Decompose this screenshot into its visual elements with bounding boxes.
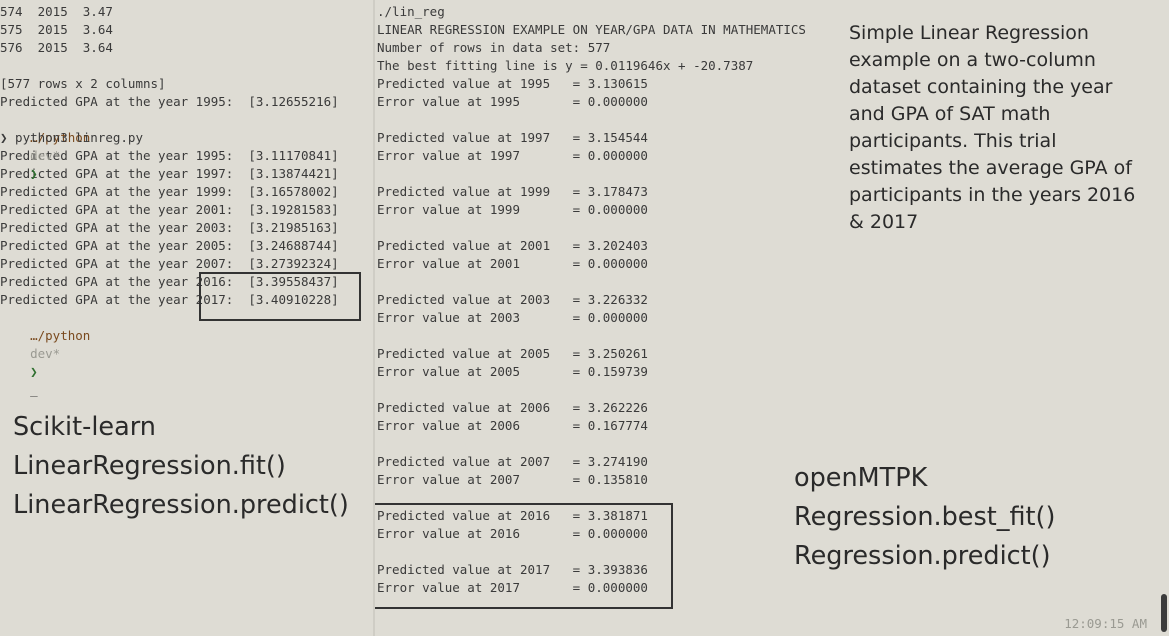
terminal-line: Predicted value at 2006 = 3.262226	[377, 400, 648, 415]
terminal-line: The best fitting line is y = 0.0119646x …	[377, 58, 754, 73]
terminal-line: Predicted value at 2007 = 3.274190	[377, 454, 648, 469]
terminal-line: Error value at 1997 = 0.000000	[377, 148, 648, 163]
scrollbar-thumb[interactable]	[1161, 594, 1167, 632]
annotation-line: openMTPK	[794, 463, 928, 493]
left-terminal-pane[interactable]: 574 2015 3.47 575 2015 3.64 576 2015 3.64 […	[0, 0, 374, 636]
terminal-line: Error value at 2007 = 0.135810	[377, 472, 648, 487]
terminal-line: Error value at 1999 = 0.000000	[377, 202, 648, 217]
prompt-branch: dev*	[30, 148, 61, 163]
highlight-box	[199, 272, 361, 321]
terminal-line: Predicted GPA at the year 1997: [3.13874…	[0, 166, 339, 181]
terminal-line: Predicted GPA at the year 1999: [3.16578…	[0, 184, 339, 199]
terminal-line: Number of rows in data set: 577	[377, 40, 611, 55]
terminal-line: ./lin_reg	[377, 4, 445, 19]
prompt-directory: …/openMTPK	[407, 634, 482, 636]
command-line: ❯ python3 linreg.py	[0, 130, 143, 145]
annotation-line: Regression.predict()	[794, 541, 1051, 571]
terminal-line: 575 2015 3.64	[0, 22, 113, 37]
terminal-line: LINEAR REGRESSION EXAMPLE ON YEAR/GPA DA…	[377, 22, 806, 37]
prompt-chevron-icon: ❯	[30, 166, 38, 181]
terminal-line: Error value at 2003 = 0.000000	[377, 310, 648, 325]
terminal-line: Predicted value at 2003 = 3.226332	[377, 292, 648, 307]
prompt-branch: dev*	[30, 346, 61, 361]
pane-divider[interactable]	[373, 0, 375, 636]
annotation-line: LinearRegression.predict()	[13, 490, 349, 520]
annotation-line: Regression.best_fit()	[794, 502, 1056, 532]
terminal-line: Predicted value at 2017 = 3.393836	[377, 562, 648, 577]
description-text: Simple Linear Regression example on a tw…	[849, 22, 1136, 233]
terminal-line: Predicted GPA at the year 2005: [3.24688…	[0, 238, 339, 253]
terminal-line: 576 2015 3.64	[0, 40, 113, 55]
prompt-line[interactable]: …/python dev* ❯ _	[0, 309, 90, 397]
terminal-line: Predicted GPA at the year 2001: [3.19281…	[0, 202, 339, 217]
terminal-line: Predicted GPA at the year 1995: [3.11170…	[0, 148, 339, 163]
terminal-line: Predicted GPA at the year 2003: [3.21985…	[0, 220, 339, 235]
prompt-line: …/python dev* ❯	[0, 111, 90, 181]
clock-text: 12:09:15 AM	[1064, 616, 1147, 631]
terminal-line: Predicted value at 1999 = 3.178473	[377, 184, 648, 199]
annotation-openmtpk: openMTPK Regression.best_fit() Regressio…	[794, 459, 1055, 576]
terminal-line: Predicted GPA at the year 2007: [3.27392…	[0, 256, 339, 271]
prompt-chevron-icon: ❯	[30, 364, 38, 379]
terminal-line: Error value at 2001 = 0.000000	[377, 256, 648, 271]
right-terminal-pane[interactable]: ./lin_reg LINEAR REGRESSION EXAMPLE ON YE…	[375, 0, 1169, 636]
terminal-line: Predicted GPA at the year 2017: [3.40910…	[0, 292, 339, 307]
terminal-line: [577 rows x 2 columns]	[0, 76, 166, 91]
annotation-scikit-learn: Scikit-learn LinearRegression.fit() Line…	[13, 408, 349, 525]
terminal-line: Predicted value at 2001 = 3.202403	[377, 238, 648, 253]
terminal-line: Predicted value at 1997 = 3.154544	[377, 130, 648, 145]
terminal-line: Predicted value at 2005 = 3.250261	[377, 346, 648, 361]
scrollbar[interactable]	[1159, 0, 1169, 636]
prompt-directory: …/python	[30, 328, 91, 343]
highlight-box	[375, 503, 673, 609]
terminal-line: Error value at 2005 = 0.159739	[377, 364, 648, 379]
annotation-line: LinearRegression.fit()	[13, 451, 286, 481]
terminal-line: Error value at 2016 = 0.000000	[377, 526, 648, 541]
terminal-line: Predicted GPA at the year 1995: [3.12655…	[0, 94, 339, 109]
terminal-cursor: _	[30, 382, 38, 397]
terminal-line: Predicted value at 2016 = 3.381871	[377, 508, 648, 523]
prompt-directory: …/python	[30, 130, 91, 145]
terminal-line: 574 2015 3.47	[0, 4, 113, 19]
annotation-line: Scikit-learn	[13, 412, 156, 442]
terminal-line: Predicted GPA at the year 2016: [3.39558…	[0, 274, 339, 289]
terminal-line: Predicted value at 1995 = 3.130615	[377, 76, 648, 91]
terminal-line: Error value at 2006 = 0.167774	[377, 418, 648, 433]
prompt-line[interactable]: …/openMTPK dev* ❯ _	[377, 615, 482, 636]
terminal-line: Error value at 2017 = 0.000000	[377, 580, 648, 595]
terminal-line: Error value at 1995 = 0.000000	[377, 94, 648, 109]
